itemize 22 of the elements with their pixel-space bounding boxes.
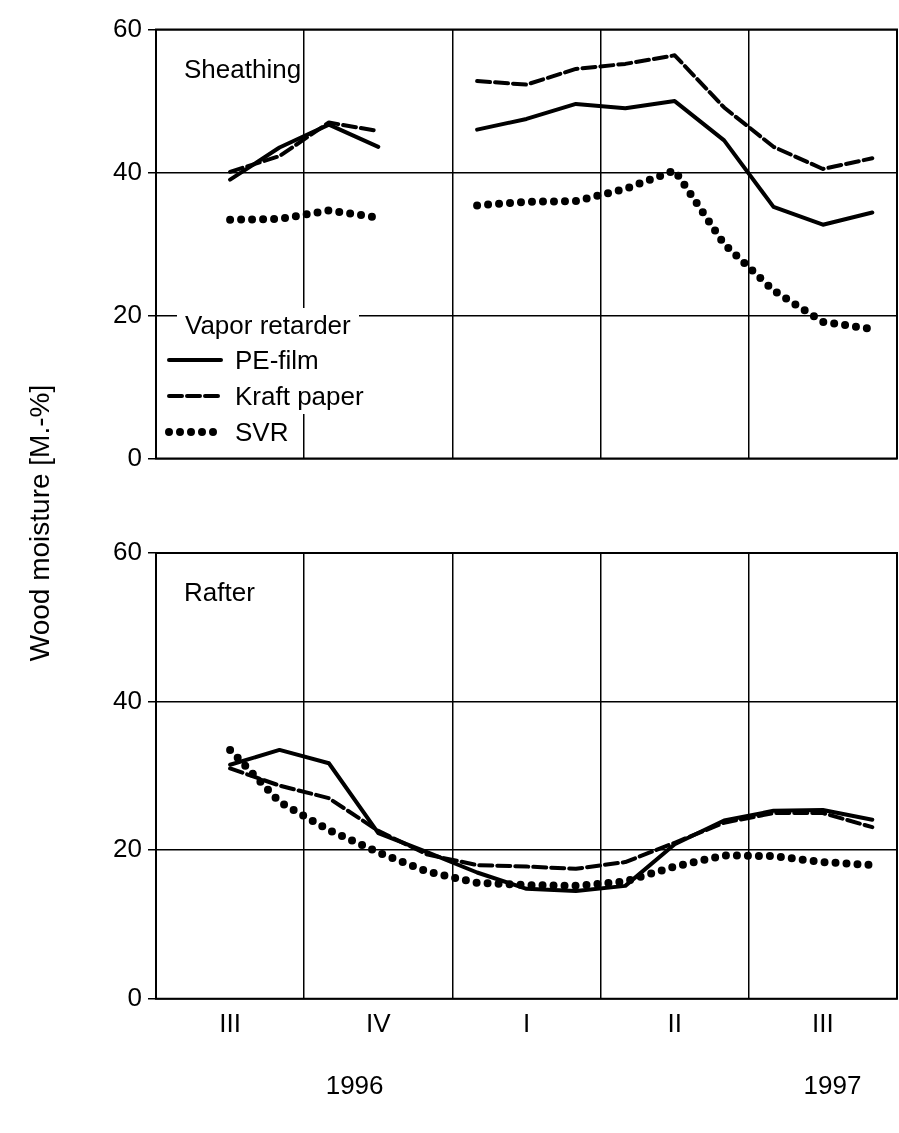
y-tick-label: 60 bbox=[113, 12, 142, 43]
legend-label: PE-film bbox=[235, 344, 319, 376]
text: 1996 bbox=[325, 1069, 384, 1100]
x-tick-label: III bbox=[812, 1007, 834, 1038]
y-tick-label: 40 bbox=[113, 155, 142, 186]
legend-title: Vapor retarder bbox=[177, 308, 359, 342]
x-tick-label: IV bbox=[366, 1007, 392, 1038]
text: 1997 bbox=[803, 1069, 862, 1100]
y-tick-label: 20 bbox=[113, 833, 142, 864]
y-tick-label: 40 bbox=[113, 684, 142, 715]
y-tick-label: 60 bbox=[113, 536, 142, 567]
legend-label: Kraft paper bbox=[235, 380, 364, 412]
y-tick-label: 0 bbox=[127, 441, 142, 472]
x-tick-label: I bbox=[522, 1007, 531, 1038]
y-tick-label: 20 bbox=[113, 298, 142, 329]
y-axis-title: Wood moisture [M.-%] bbox=[24, 384, 56, 662]
y-tick-label: 0 bbox=[127, 981, 142, 1012]
x-tick-label: III bbox=[219, 1007, 241, 1038]
text: Rafter bbox=[184, 577, 256, 607]
text: Sheathing bbox=[184, 53, 302, 84]
x-tick-label: II bbox=[667, 1007, 682, 1038]
legend-label: SVR bbox=[235, 416, 289, 448]
